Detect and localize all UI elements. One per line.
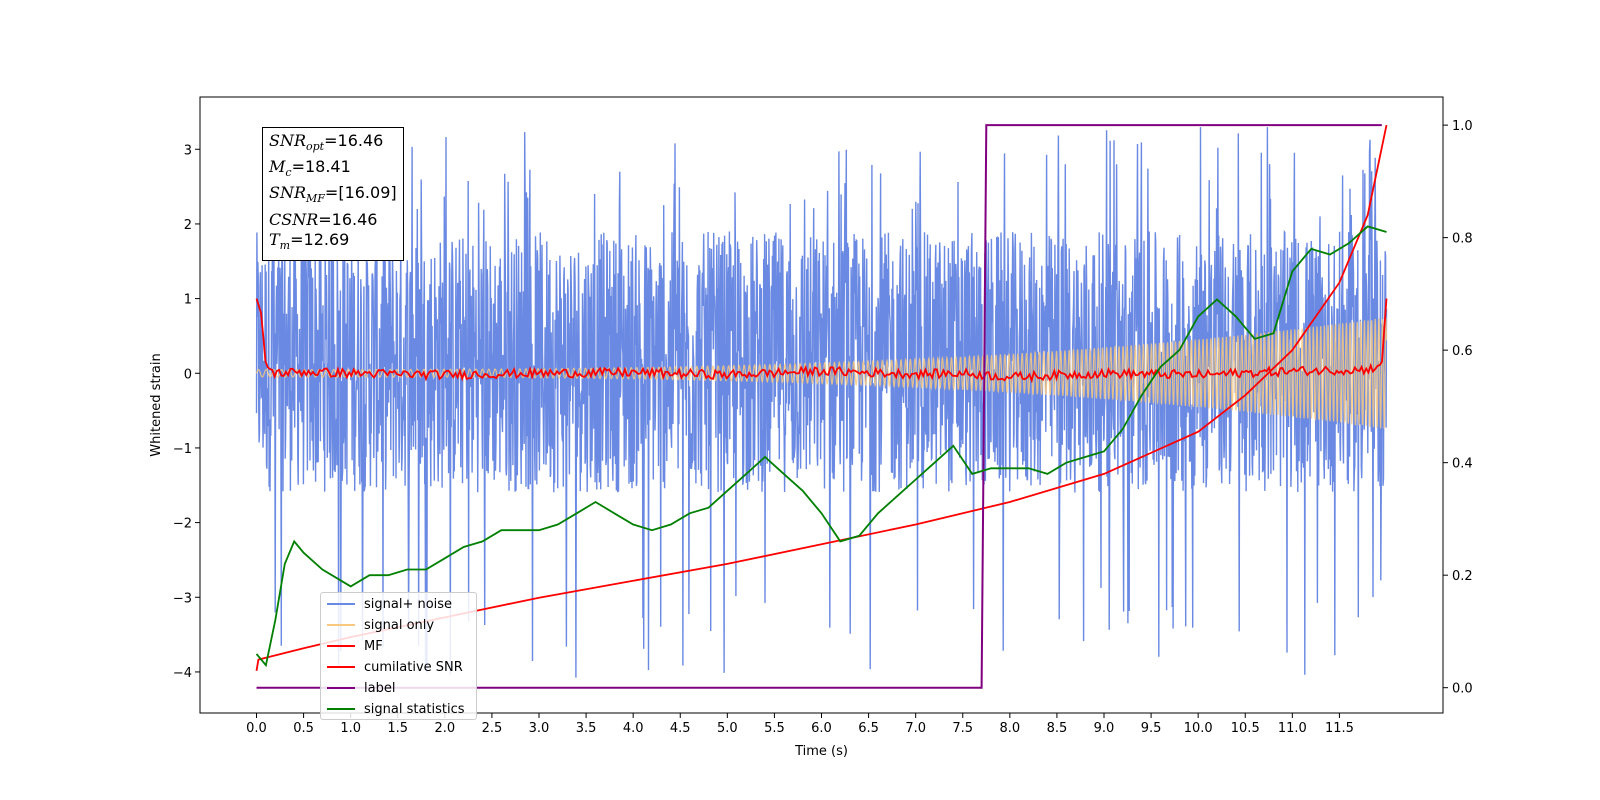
- legend-label: cumilative SNR: [364, 659, 463, 675]
- x-tick-label: 1.0: [340, 721, 361, 736]
- x-tick-label: 7.5: [952, 721, 973, 736]
- x-tick-label: 5.5: [764, 721, 785, 736]
- legend-swatch: [327, 624, 355, 626]
- x-tick-label: 4.5: [670, 721, 691, 736]
- x-tick-label: 11.0: [1278, 721, 1307, 736]
- legend-label: signal+ noise: [364, 596, 453, 612]
- snr-mf-line: SNRMF=[16.09]: [269, 183, 397, 206]
- snr-opt-line: SNRopt=16.46: [269, 131, 384, 154]
- y2-tick-label: 0.6: [1452, 344, 1473, 359]
- x-tick-label: 3.0: [529, 721, 550, 736]
- x-tick-label: 4.0: [623, 721, 644, 736]
- legend-label: MF: [364, 638, 383, 654]
- legend-item-label: label: [327, 678, 395, 698]
- x-tick-label: 10.0: [1184, 721, 1213, 736]
- series-signal-statistics: [255, 225, 1387, 668]
- legend-swatch: [327, 708, 355, 710]
- legend-label: signal statistics: [364, 701, 465, 717]
- stats-annotation: SNRopt=16.46 Mc=18.41 SNRMF=[16.09] CSNR…: [262, 127, 404, 261]
- y-tick-label: 3: [184, 143, 192, 158]
- legend-item-mf: MF: [327, 636, 383, 656]
- legend-label: signal only: [364, 617, 435, 633]
- legend-label: label: [364, 680, 396, 696]
- x-tick-label: 9.5: [1141, 721, 1162, 736]
- y2-tick-label: 0.0: [1452, 682, 1473, 697]
- legend-item-signal-only: signal only: [327, 615, 434, 635]
- x-tick-label: 6.5: [858, 721, 879, 736]
- csnr-line: CSNR=16.46: [269, 209, 378, 229]
- x-tick-label: 5.0: [717, 721, 738, 736]
- x-tick-label: 2.5: [482, 721, 503, 736]
- y-axis-label: Whitened strain: [149, 353, 164, 456]
- x-tick-label: 10.5: [1231, 721, 1260, 736]
- x-tick-label: 2.0: [434, 721, 455, 736]
- y2-tick-label: 1.0: [1452, 119, 1473, 134]
- y-tick-label: 2: [184, 218, 192, 233]
- legend-item-signal-statistics: signal statistics: [327, 699, 465, 719]
- y-tick-label: 0: [184, 367, 192, 382]
- y2-tick-label: 0.4: [1452, 457, 1473, 472]
- series-label: [256, 124, 1382, 689]
- y-tick-label: −4: [173, 666, 192, 681]
- y-tick-label: −1: [173, 442, 192, 457]
- x-tick-label: 8.0: [999, 721, 1020, 736]
- x-tick-label: 1.5: [387, 721, 408, 736]
- x-tick-label: 0.5: [293, 721, 314, 736]
- legend-swatch: [327, 645, 355, 647]
- legend-item-signal-noise: signal+ noise: [327, 594, 452, 614]
- x-tick-label: 7.0: [905, 721, 926, 736]
- tm-line: Tm=12.69: [269, 229, 350, 252]
- x-tick-label: 11.5: [1325, 721, 1354, 736]
- legend-swatch: [327, 666, 355, 668]
- y-tick-label: 1: [184, 293, 192, 308]
- legend-item-cumulative-snr: cumilative SNR: [327, 657, 463, 677]
- x-axis-label: Time (s): [794, 744, 848, 759]
- series-mf: [255, 298, 1388, 384]
- legend-swatch: [327, 603, 355, 605]
- x-tick-label: 3.5: [576, 721, 597, 736]
- y-tick-label: −2: [173, 517, 192, 532]
- y2-tick-label: 0.2: [1452, 569, 1473, 584]
- x-tick-label: 0.0: [246, 721, 267, 736]
- legend: signal+ noise signal only MF cumilative …: [320, 592, 477, 720]
- x-tick-label: 6.0: [811, 721, 832, 736]
- series-signal-noise: [255, 127, 1388, 678]
- mc-line: Mc=18.41: [269, 157, 351, 180]
- y-tick-label: −3: [173, 591, 192, 606]
- legend-swatch: [327, 687, 355, 689]
- y2-tick-label: 0.8: [1452, 232, 1473, 247]
- x-tick-label: 9.0: [1094, 721, 1115, 736]
- x-tick-label: 8.5: [1047, 721, 1068, 736]
